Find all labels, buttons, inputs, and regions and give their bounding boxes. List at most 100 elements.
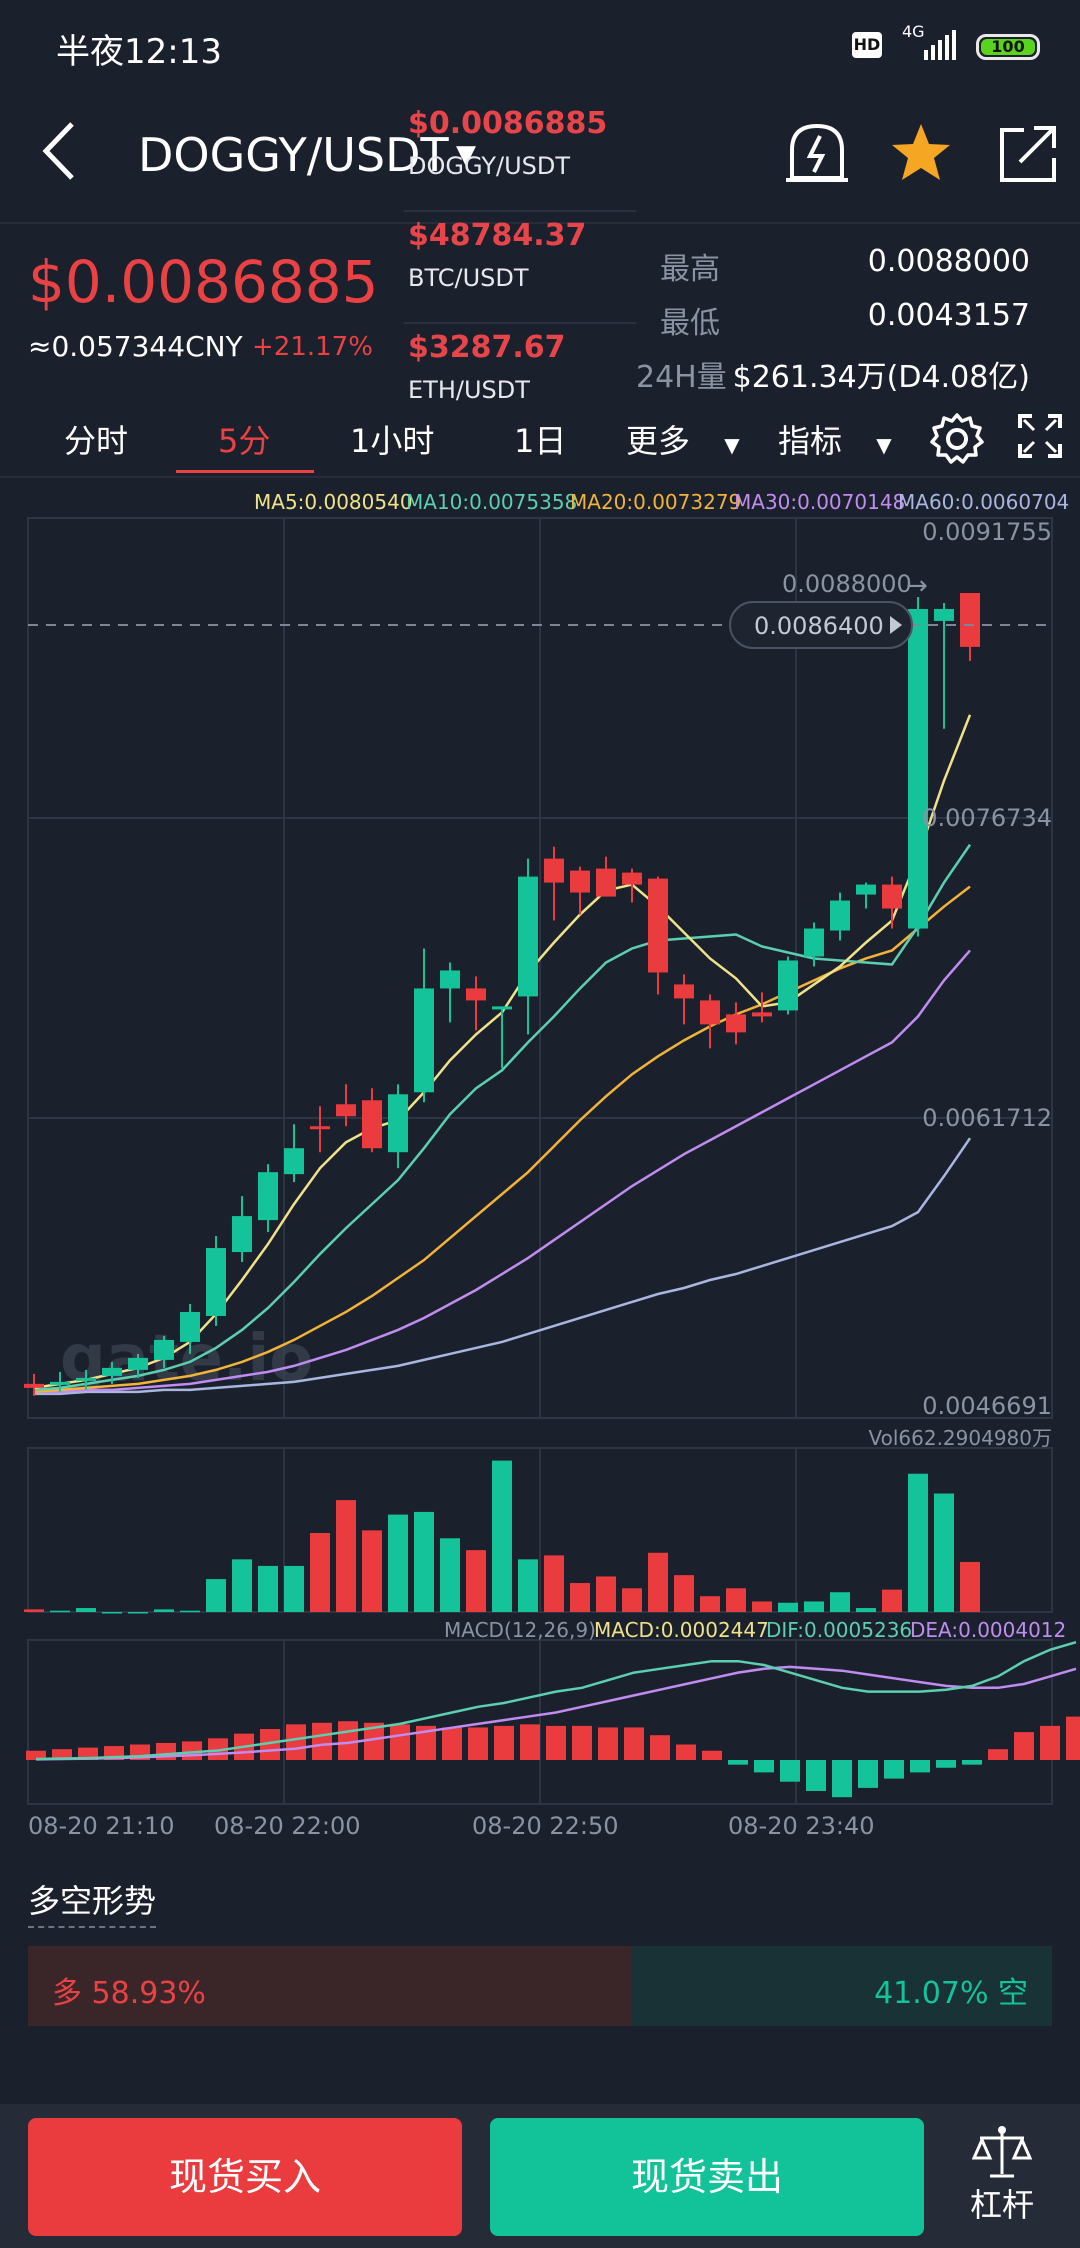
current-price-marker-label: 0.0086400 — [754, 612, 884, 640]
macd-chart — [26, 1641, 1080, 1798]
settings-gear-icon[interactable] — [930, 412, 984, 466]
dropdown-price: $48784.37 — [408, 218, 587, 253]
candle — [700, 994, 720, 1049]
signal-icon — [924, 30, 956, 60]
ma20-legend: MA20:0.0073279 — [570, 490, 742, 514]
macd-bar — [676, 1744, 696, 1760]
x-tick-label: 08-20 23:40 — [728, 1812, 875, 1840]
back-arrow-icon[interactable] — [40, 120, 80, 182]
macd-bar — [390, 1724, 410, 1760]
x-tick-label: 08-20 21:10 — [28, 1812, 175, 1840]
volume-bar — [856, 1608, 876, 1612]
candle — [596, 856, 616, 897]
candle-body — [544, 858, 564, 883]
volume-bar — [388, 1514, 408, 1612]
leverage-label[interactable]: 杠杆 — [970, 2186, 1035, 2224]
dropdown-item-btc[interactable]: $48784.37 BTC/USDT — [404, 212, 636, 324]
candle — [388, 1084, 408, 1169]
candle-body — [492, 1006, 512, 1010]
tab-more[interactable]: 更多 ▼ — [626, 416, 740, 462]
macd-bar — [910, 1760, 930, 1773]
volume-bar — [414, 1511, 434, 1612]
ma30-line — [34, 949, 971, 1394]
macd-bar — [780, 1760, 800, 1782]
candle — [570, 866, 590, 915]
candle — [284, 1124, 304, 1183]
volume-bar — [24, 1609, 44, 1612]
macd-bar — [364, 1722, 384, 1760]
volume-bar — [570, 1583, 590, 1612]
y-tick-label: 0.0061712 — [922, 1104, 1052, 1132]
high-value: 0.0088000 — [867, 244, 1030, 279]
tab-1hour[interactable]: 1小时 — [350, 422, 435, 460]
kline-chart[interactable]: gate.io 0.0086400 0.0088000 → — [0, 0, 1080, 1860]
balance-scale-icon[interactable] — [972, 2124, 1032, 2180]
candle-body — [622, 872, 642, 885]
volume-bar — [284, 1565, 304, 1612]
candle — [414, 948, 434, 1103]
candle-body — [830, 900, 850, 931]
candle — [232, 1196, 252, 1263]
volume-bar — [258, 1565, 278, 1612]
current-price-marker[interactable] — [729, 601, 913, 649]
candle-body — [180, 1311, 200, 1342]
volume-bar — [128, 1612, 148, 1614]
candle-body — [414, 988, 434, 1093]
low-value: 0.0043157 — [867, 298, 1030, 333]
dropdown-item-eth[interactable]: $3287.67 ETH/USDT — [404, 324, 636, 434]
cny-price: ≈0.057344CNY — [28, 330, 243, 363]
candle — [960, 592, 980, 661]
favorite-star-icon[interactable] — [886, 118, 956, 188]
candle — [908, 596, 928, 937]
y-tick-label: 0.0091755 — [922, 518, 1052, 546]
volume-bar — [154, 1609, 174, 1612]
price-alert-icon[interactable] — [782, 118, 852, 188]
tab-1day[interactable]: 1日 — [514, 422, 567, 460]
ma5-legend: MA5:0.0080540 — [254, 490, 413, 514]
candle-body — [440, 970, 460, 989]
short-label: 41.07% 空 — [874, 1976, 1028, 2011]
tab-indicator[interactable]: 指标 ▼ — [778, 416, 892, 462]
dea-value: DEA:0.0004012 — [910, 1618, 1067, 1642]
network-type-label: 4G — [902, 22, 925, 41]
volume-bar — [518, 1559, 538, 1612]
candle-body — [310, 1126, 330, 1130]
macd-bar — [546, 1725, 566, 1760]
share-icon[interactable] — [994, 118, 1064, 188]
last-price: $0.0086885 — [28, 248, 379, 316]
candle-body — [934, 608, 954, 621]
volume-legend: Vol662.2904980万 — [868, 1426, 1052, 1450]
low-label: 最低 — [660, 306, 720, 341]
volume-bar — [934, 1493, 954, 1612]
candle-body — [908, 608, 928, 929]
macd-bar — [286, 1724, 306, 1760]
candle-body — [700, 1000, 720, 1025]
chevron-down-icon[interactable]: ▼ — [456, 140, 476, 170]
tab-5min[interactable]: 5分 — [218, 422, 271, 460]
fullscreen-icon[interactable] — [1016, 412, 1064, 460]
dropdown-item-doggy[interactable]: $0.0086885 DOGGY/USDT — [404, 100, 636, 212]
macd-bar — [416, 1725, 436, 1760]
spot-sell-button[interactable]: 现货卖出 — [490, 2118, 924, 2236]
candle-body — [76, 1377, 96, 1381]
candle — [154, 1335, 174, 1368]
long-label: 多 58.93% — [52, 1976, 206, 2011]
active-tab-indicator — [176, 470, 314, 473]
pair-title[interactable]: DOGGY/USDT — [138, 128, 449, 182]
candle-body — [362, 1100, 382, 1149]
candle — [622, 868, 642, 903]
candle — [778, 956, 798, 1015]
candle-body — [102, 1367, 122, 1376]
candles — [24, 592, 980, 1396]
candle-body — [648, 878, 668, 973]
volume-bars — [24, 1460, 980, 1614]
volume-bar — [492, 1460, 512, 1612]
spot-buy-button[interactable]: 现货买入 — [28, 2118, 462, 2236]
volume-bar — [232, 1559, 252, 1612]
candle-body — [206, 1248, 226, 1316]
tab-timeshare[interactable]: 分时 — [64, 422, 129, 460]
volume-bar — [908, 1473, 928, 1612]
candle — [882, 876, 902, 929]
candle — [336, 1084, 356, 1127]
macd-bar — [520, 1724, 540, 1760]
